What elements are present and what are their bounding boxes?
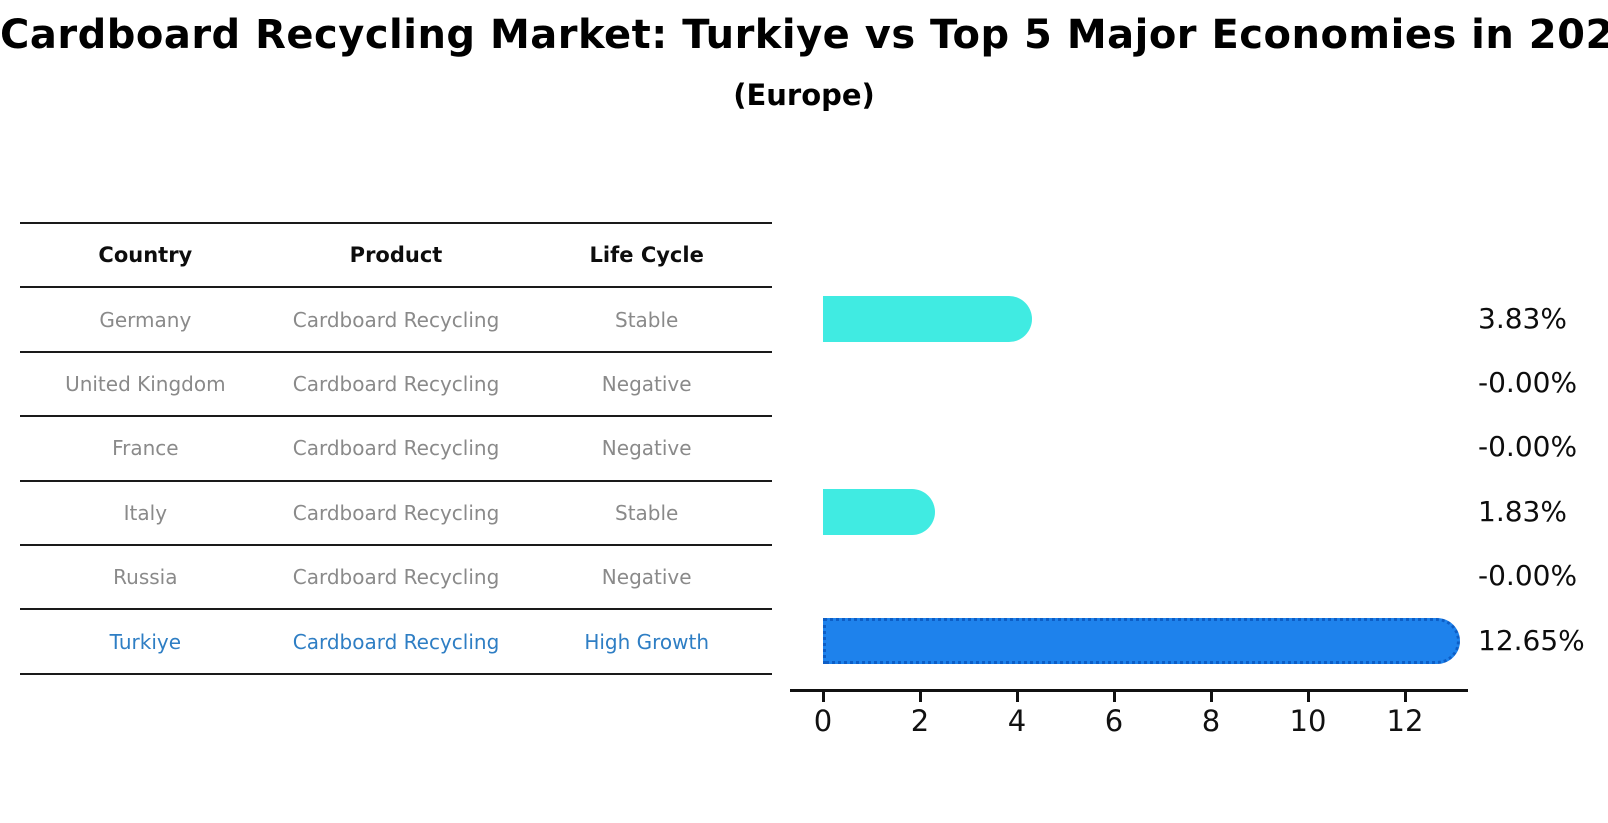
value-label-germany: 3.83% <box>1478 301 1567 335</box>
x-tick-label-2: 2 <box>910 704 930 738</box>
cell-country: Italy <box>123 500 168 525</box>
cell-product: Cardboard Recycling <box>292 565 500 590</box>
table-row-united-kingdom: United Kingdom Cardboard Recycling Negativ… <box>20 353 772 418</box>
x-tick-4 <box>1015 692 1019 702</box>
cell-product: Cardboard Recycling <box>292 371 500 396</box>
x-tick-label-12: 12 <box>1386 704 1424 738</box>
cell-life-cycle: Negative <box>601 565 692 590</box>
value-label-russia: -0.00% <box>1478 559 1578 593</box>
x-tick-label-6: 6 <box>1104 704 1124 738</box>
chart-subtitle: (Europe) <box>733 78 875 112</box>
bar-germany <box>823 295 1032 342</box>
value-label-turkiye: 12.65% <box>1478 623 1585 657</box>
chart-title: Cardboard Recycling Market: Turkiye vs T… <box>0 12 1608 58</box>
cell-life-cycle: Negative <box>601 371 692 396</box>
table-row-turkiye: Turkiye Cardboard Recycling High Growth <box>20 610 772 675</box>
column-header-life-cycle: Life Cycle <box>589 243 704 268</box>
x-tick-2 <box>918 692 922 702</box>
cell-life-cycle: Stable <box>615 500 679 525</box>
value-label-italy: 1.83% <box>1478 494 1567 528</box>
bar-turkiye <box>823 617 1460 664</box>
value-label-france: -0.00% <box>1478 430 1578 464</box>
column-header-product: Product <box>349 243 443 268</box>
cell-product: Cardboard Recycling <box>292 436 500 461</box>
table-row-france: France Cardboard Recycling Negative <box>20 417 772 482</box>
column-header-country: Country <box>98 243 193 268</box>
bar-italy <box>823 488 935 535</box>
table-header-row: Country Product Life Cycle <box>20 224 772 289</box>
value-label-united-kingdom: -0.00% <box>1478 366 1578 400</box>
cell-country: France <box>112 436 179 461</box>
country-table: Country Product Life Cycle Germany Cardboard… <box>20 222 772 675</box>
x-tick-8 <box>1209 692 1213 702</box>
x-tick-6 <box>1112 692 1116 702</box>
x-tick-10 <box>1306 692 1310 702</box>
x-tick-label-10: 10 <box>1289 704 1327 738</box>
x-tick-12 <box>1403 692 1407 702</box>
cell-country: Turkiye <box>109 629 182 654</box>
table-row-germany: Germany Cardboard Recycling Stable <box>20 288 772 353</box>
x-tick-0 <box>821 692 825 702</box>
cell-life-cycle: Stable <box>615 307 679 332</box>
cell-country: Germany <box>99 307 192 332</box>
x-tick-label-4: 4 <box>1007 704 1027 738</box>
x-tick-label-8: 8 <box>1201 704 1221 738</box>
x-tick-label-0: 0 <box>813 704 833 738</box>
cell-product: Cardboard Recycling <box>292 629 500 654</box>
cell-country: United Kingdom <box>65 371 226 396</box>
cell-product: Cardboard Recycling <box>292 307 500 332</box>
cell-life-cycle: High Growth <box>584 629 710 654</box>
cell-country: Russia <box>113 565 178 590</box>
cell-product: Cardboard Recycling <box>292 500 500 525</box>
table-row-russia: Russia Cardboard Recycling Negative <box>20 546 772 611</box>
x-axis-line <box>790 689 1468 692</box>
cell-life-cycle: Negative <box>601 436 692 461</box>
table-row-italy: Italy Cardboard Recycling Stable <box>20 482 772 546</box>
